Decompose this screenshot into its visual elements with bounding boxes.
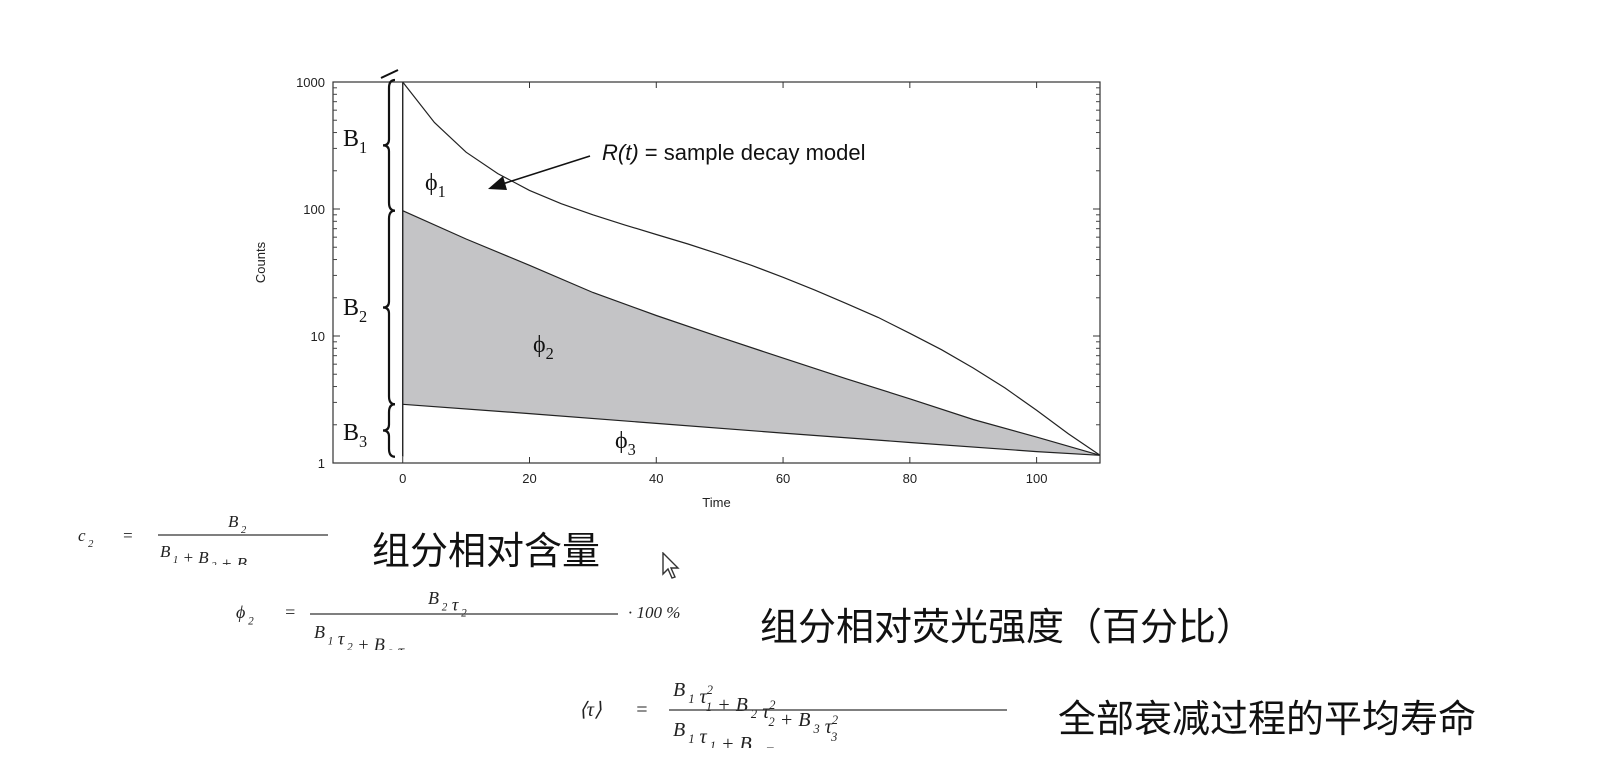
equation-phi2-svg: ϕ 2 = B 2 τ 2B 1 τ 2 + B 2 τ 2 + B 3 τ 3 · … xyxy=(236,588,680,679)
eq-phi2-equals: = xyxy=(284,602,296,622)
model-annotation: R(t) = sample decay model xyxy=(602,140,866,165)
y-tick-label: 1000 xyxy=(296,75,325,90)
y-tick-label: 10 xyxy=(311,329,325,344)
equation-c2-svg: c 2 = B 2 B 1 + B 2 + B 3 xyxy=(78,512,328,578)
x-tick-label: 20 xyxy=(522,471,536,486)
x-tick-label: 40 xyxy=(649,471,663,486)
eq-phi2-numerator: B 2 τ 2 xyxy=(428,588,467,620)
series-line-r-t xyxy=(402,81,1101,456)
caption-mean-lifetime: 全部衰减过程的平均寿命 xyxy=(1058,697,1477,741)
mouse-cursor-icon xyxy=(662,551,682,585)
decay-chart: 0 20 40 60 80 100 1 10 100 1000 Time Counts B1 B2 B3 ϕ1… xyxy=(253,69,1101,510)
eq-c2-numerator: B 2 xyxy=(228,512,247,536)
x-tick-label: 100 xyxy=(1026,471,1048,486)
x-axis-label: Time xyxy=(702,495,730,510)
label-phi2: ϕ2 xyxy=(533,332,554,363)
decay-chart-svg: 0 20 40 60 80 100 1 10 100 1000 Time Counts B1 B2 B3 ϕ1… xyxy=(253,69,1101,510)
brace-b3 xyxy=(382,403,396,458)
plot-frame xyxy=(332,81,1101,464)
eq-tau-lhs: ⟨τ⟩ xyxy=(579,699,602,721)
eq-tau-equals: = xyxy=(635,699,649,721)
y-tick-label: 1 xyxy=(318,456,325,471)
eq-phi2-denominator: B 1 τ 2 + B 2 τ 2 + B 3 τ 3 xyxy=(314,622,473,650)
caption-relative-content: 组分相对含量 xyxy=(372,529,601,573)
x-tick-label: 0 xyxy=(399,471,406,486)
label-b1: B1 xyxy=(343,126,367,157)
caption-relative-intensity: 组分相对荧光强度（百分比） xyxy=(760,605,1255,649)
eq-c2-equals: = xyxy=(122,526,133,545)
eq-phi2-lhs: ϕ 2 xyxy=(236,602,254,627)
series-line-b2 xyxy=(402,210,1101,456)
annotation-arrow-head xyxy=(488,176,507,190)
equation-mean-lifetime: ⟨τ⟩ = B 1 τ2 1 + B 2 τ2 2 + B 3 τ2 3 B 1 τ 1 +… xyxy=(575,668,1035,778)
eq-tau-numerator: B 1 τ2 1 + B 2 τ2 2 + B 3 τ2 3 xyxy=(673,679,838,744)
eq-c2-lhs: c 2 xyxy=(78,526,94,550)
x-tick-label: 60 xyxy=(776,471,790,486)
y-tick-label: 100 xyxy=(303,202,325,217)
eq-c2-denominator: B 1 + B 2 + B 3 xyxy=(160,542,255,565)
label-b2: B2 xyxy=(343,295,367,326)
y-axis-label: Counts xyxy=(253,241,268,283)
label-phi3: ϕ3 xyxy=(615,428,636,459)
equation-mean-lifetime-svg: ⟨τ⟩ =B 1 τ2 1 + B 2 τ2 2 + B 3 τ2 3B 1 τ 1 +… xyxy=(579,679,1007,778)
axis-break-mark xyxy=(380,69,399,79)
equation-c2: c 2 = B 2 B 1 + B 2 + B 3 xyxy=(70,505,370,578)
label-phi1: ϕ1 xyxy=(425,170,446,201)
label-b3: B3 xyxy=(343,420,367,451)
brace-b2 xyxy=(382,209,396,406)
eq-phi2-percent: · 100 % xyxy=(628,603,680,622)
equation-phi2: ϕ 2 = B 2 τ 2B 1 τ 2 + B 2 τ 2 + B 3 τ 3 · … xyxy=(230,580,750,679)
brace-b1 xyxy=(382,78,396,212)
phi2-shaded-area xyxy=(402,210,1100,456)
x-tick-label: 80 xyxy=(903,471,917,486)
series-line-b3 xyxy=(402,403,1101,456)
annotation-arrow-line xyxy=(495,155,591,187)
